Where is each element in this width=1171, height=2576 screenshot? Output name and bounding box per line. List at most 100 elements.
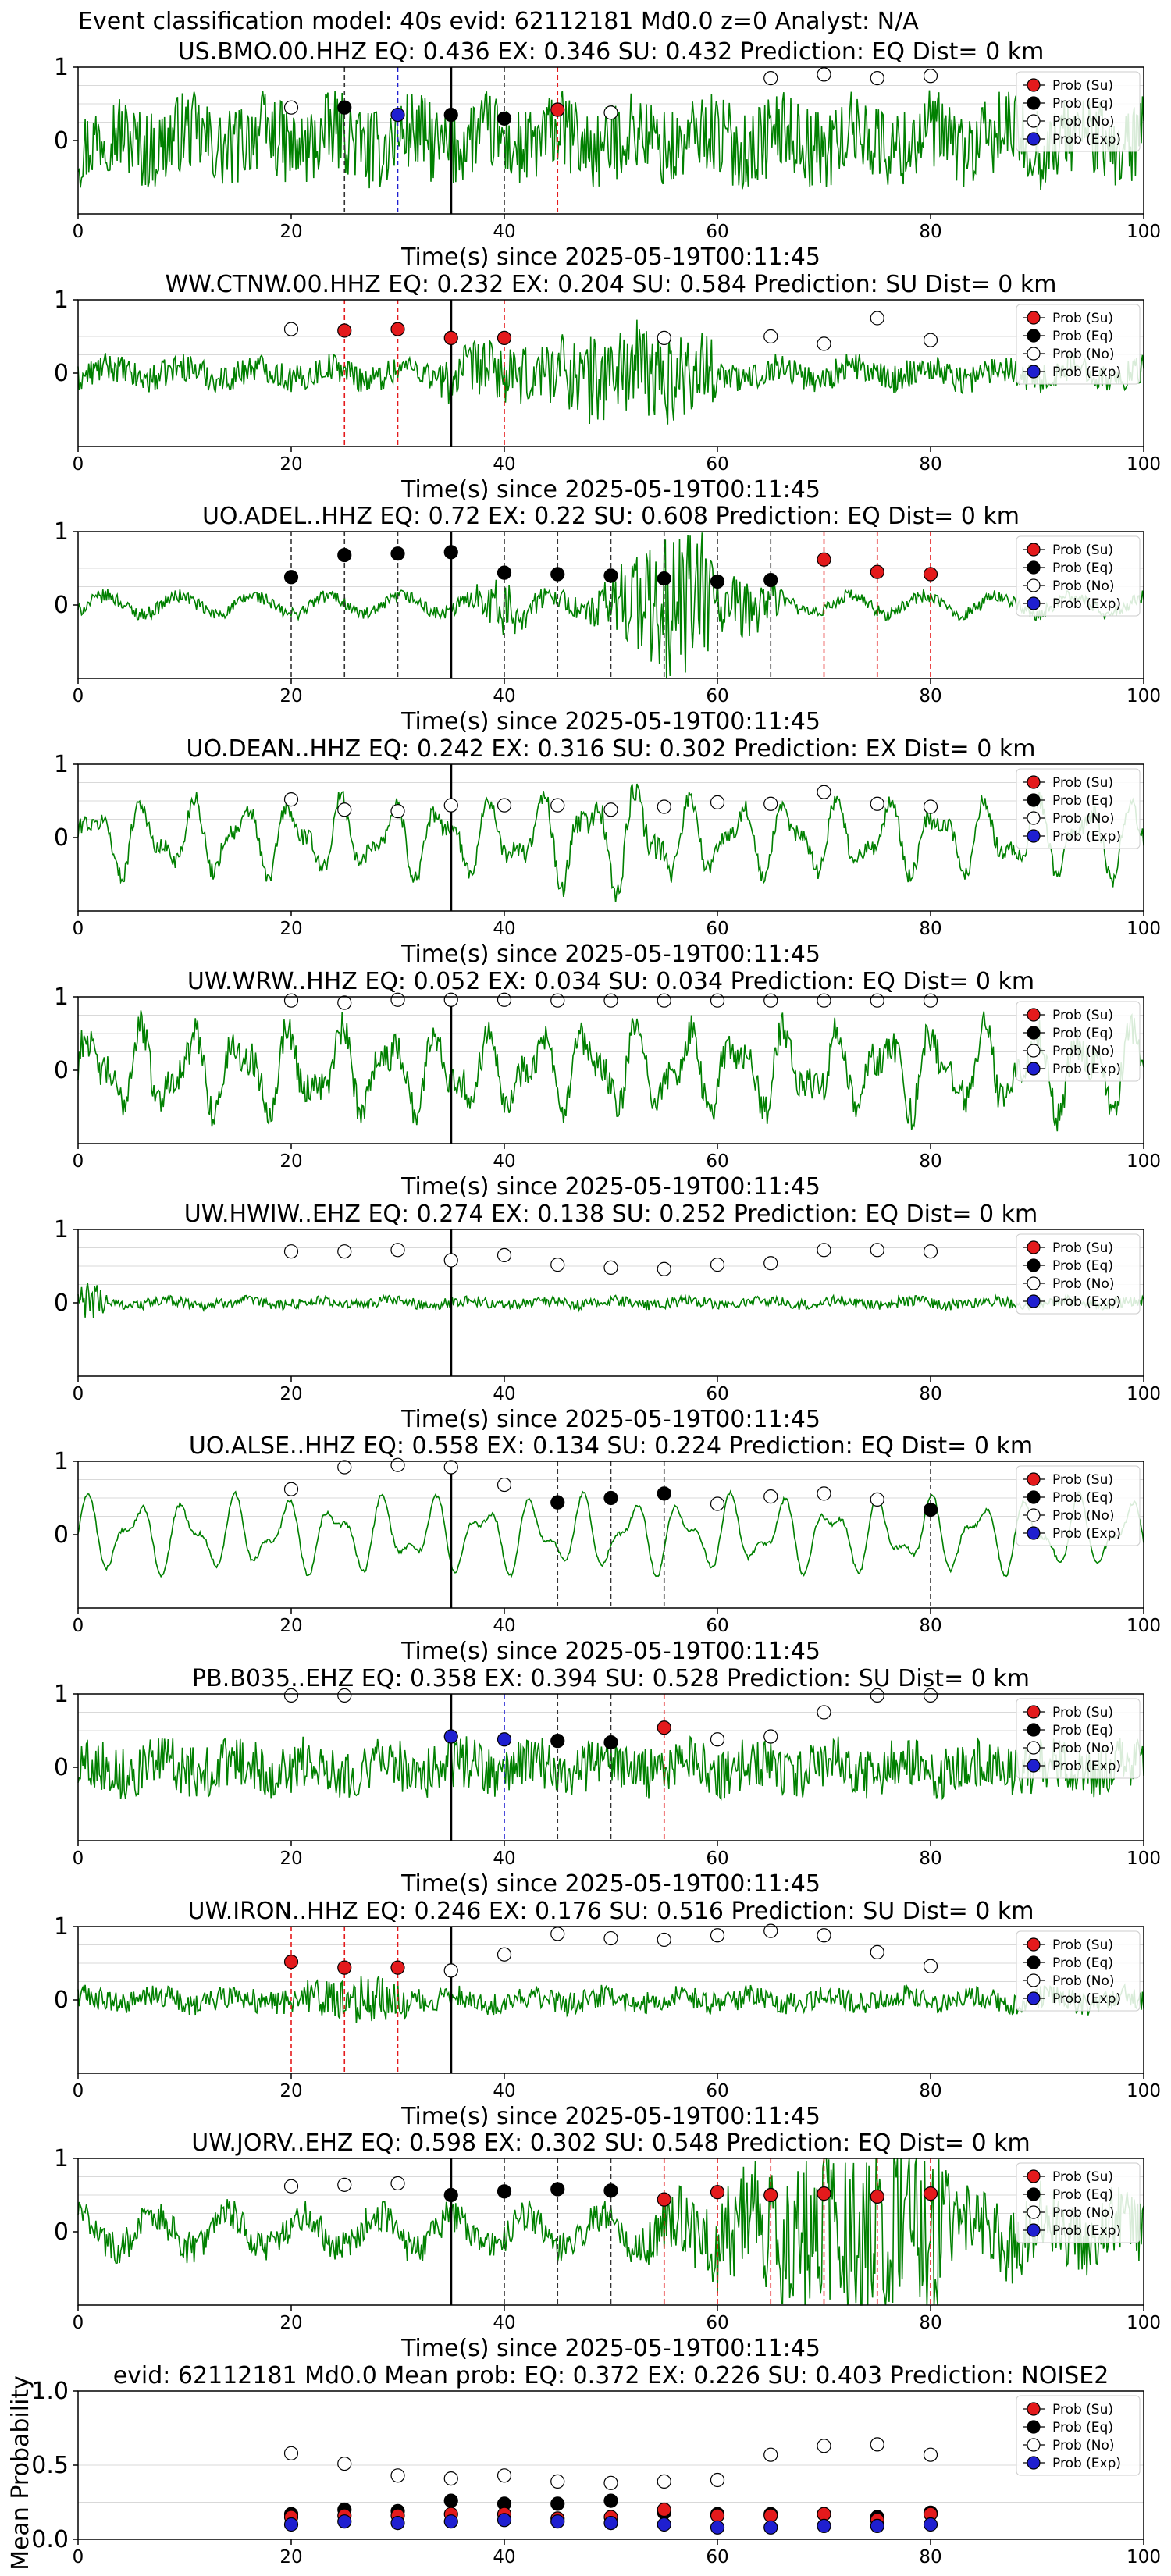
- x-tick-label: 80: [919, 686, 941, 706]
- prob-point-exp: [283, 2517, 299, 2532]
- prob-point-no: [443, 1460, 458, 1475]
- prob-point-su: [390, 322, 405, 336]
- prob-point-no: [283, 2446, 299, 2460]
- legend-marker-su: [1027, 1008, 1041, 1022]
- legend-marker-eq: [1027, 560, 1041, 575]
- x-tick-label: 100: [1127, 454, 1161, 475]
- prob-point-exp: [443, 1729, 458, 1744]
- legend-label: Prob (Su): [1052, 311, 1113, 326]
- prob-point-no: [283, 1482, 299, 1496]
- x-tick-label: 60: [706, 2547, 728, 2567]
- panel-9: UW.JORV..EHZ EQ: 0.598 EX: 0.302 SU: 0.5…: [54, 2129, 1161, 2362]
- panel-2: UO.ADEL..HHZ EQ: 0.72 EX: 0.22 SU: 0.608…: [54, 503, 1161, 735]
- prob-point-no: [657, 993, 671, 1008]
- panel-title: UW.HWIW..EHZ EQ: 0.274 EX: 0.138 SU: 0.2…: [184, 1201, 1038, 1228]
- prob-point-eq: [710, 574, 725, 589]
- prob-point-no: [390, 804, 405, 819]
- legend-marker-exp: [1027, 1526, 1041, 1540]
- prob-point-no: [443, 1253, 458, 1268]
- y-tick-label: 1: [54, 1448, 69, 1475]
- prob-point-su: [550, 102, 565, 117]
- y-tick-label: 1: [54, 1913, 69, 1941]
- prob-point-no: [443, 992, 458, 1007]
- prob-point-no: [390, 1243, 405, 1258]
- x-tick-label: 40: [493, 2547, 515, 2567]
- prob-point-exp: [337, 2514, 352, 2529]
- prob-point-no: [763, 993, 778, 1008]
- y-tick-label: 1: [54, 518, 69, 546]
- prob-point-no: [763, 1256, 778, 1271]
- prob-point-no: [923, 333, 938, 347]
- x-axis-label: Time(s) since 2025-05-19T00:11:45: [400, 1870, 820, 1898]
- prob-point-su: [817, 552, 831, 567]
- prob-point-eq: [497, 111, 512, 126]
- prob-point-no: [923, 69, 938, 84]
- prob-point-no: [497, 1947, 512, 1962]
- x-tick-label: 100: [1127, 2081, 1161, 2101]
- x-tick-label: 0: [73, 686, 84, 706]
- waveform: [77, 1010, 1144, 1132]
- prob-point-no: [710, 2472, 725, 2488]
- x-tick-label: 40: [493, 686, 515, 706]
- prob-point-exp: [870, 2518, 884, 2533]
- prob-point-no: [870, 1944, 884, 1959]
- prob-point-eq: [337, 547, 352, 563]
- prob-point-exp: [923, 2517, 938, 2532]
- y-tick-label: 1: [54, 1681, 69, 1708]
- legend-label: Prob (Su): [1052, 1472, 1113, 1488]
- x-tick-label: 0: [73, 2081, 84, 2101]
- y-tick-label: 0: [54, 592, 69, 619]
- x-tick-label: 100: [1127, 919, 1161, 939]
- legend-label: Prob (No): [1052, 114, 1115, 130]
- prob-point-su: [657, 1720, 671, 1735]
- x-tick-label: 80: [919, 2313, 941, 2333]
- legend-marker-su: [1027, 78, 1041, 92]
- prob-point-su: [657, 2502, 671, 2517]
- x-tick-label: 80: [919, 1151, 941, 1172]
- prob-point-no: [817, 1928, 831, 1943]
- legend-marker-su: [1027, 543, 1041, 557]
- prob-point-no: [817, 67, 831, 82]
- prob-point-eq: [337, 100, 352, 115]
- x-tick-label: 40: [493, 1151, 515, 1172]
- legend-marker-eq: [1027, 1258, 1041, 1272]
- legend: Prob (Su) Prob (Eq) Prob (No) Prob (Exp): [1016, 1465, 1141, 1546]
- prob-point-no: [870, 796, 884, 811]
- y-tick-label: 1: [54, 286, 69, 314]
- legend-label: Prob (Exp): [1052, 2223, 1121, 2239]
- x-tick-label: 40: [493, 2313, 515, 2333]
- prob-point-no: [283, 1688, 299, 1703]
- x-tick-label: 20: [279, 919, 302, 939]
- prob-point-no: [337, 2457, 352, 2471]
- legend-marker-exp: [1027, 1759, 1041, 1773]
- prob-point-no: [763, 796, 778, 811]
- panel-title: UW.WRW..HHZ EQ: 0.052 EX: 0.034 SU: 0.03…: [187, 968, 1034, 995]
- prob-point-su: [443, 330, 458, 345]
- legend-marker-no: [1027, 578, 1041, 592]
- legend-marker-su: [1027, 1937, 1041, 1952]
- axes-frame: [77, 996, 1144, 1144]
- legend-label: Prob (No): [1052, 2205, 1115, 2221]
- legend-marker-no: [1027, 1973, 1041, 1987]
- legend-box: [1016, 1001, 1141, 1082]
- legend-marker-su: [1027, 1705, 1041, 1719]
- prob-point-no: [497, 798, 512, 813]
- panel-6: UO.ALSE..HHZ EQ: 0.558 EX: 0.134 SU: 0.2…: [54, 1432, 1161, 1665]
- legend: Prob (Su) Prob (Eq) Prob (No) Prob (Exp): [1016, 768, 1141, 849]
- x-tick-label: 60: [706, 454, 728, 475]
- x-tick-label: 20: [279, 2081, 302, 2101]
- prob-point-no: [337, 1688, 352, 1703]
- legend-marker-exp: [1027, 2456, 1041, 2470]
- panel-5: UW.HWIW..EHZ EQ: 0.274 EX: 0.138 SU: 0.2…: [54, 1201, 1161, 1433]
- legend-marker-su: [1027, 775, 1041, 789]
- y-tick-label: 0: [54, 1057, 69, 1084]
- x-tick-label: 20: [279, 1151, 302, 1172]
- legend-label: Prob (No): [1052, 2438, 1115, 2453]
- prob-point-eq: [550, 567, 565, 582]
- prob-point-exp: [763, 2520, 778, 2535]
- prob-point-no: [763, 329, 778, 344]
- x-axis-label: Time(s) since 2025-05-19T00:11:45: [400, 1638, 820, 1665]
- prob-point-no: [497, 992, 512, 1007]
- legend-marker-su: [1027, 2169, 1041, 2183]
